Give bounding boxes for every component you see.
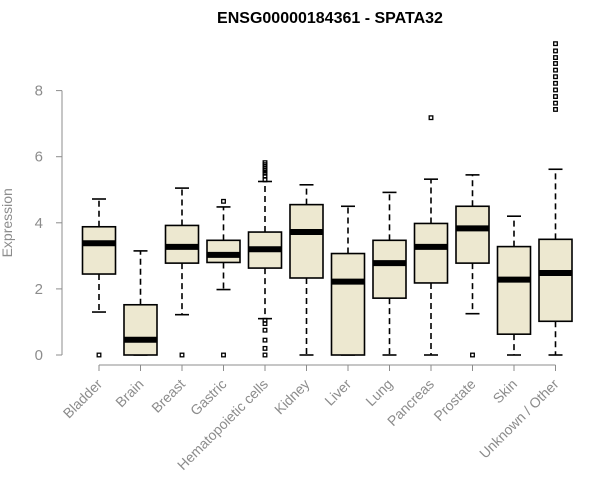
outlier-point [262,160,268,166]
y-axis-label: Expression [0,188,15,257]
y-tick-label: 4 [35,215,43,232]
box-iqr [330,252,366,356]
x-tick-label: Liver [321,376,354,409]
outlier-point [262,177,268,183]
outlier-point [553,94,558,99]
box-iqr [455,205,490,264]
box-group-skin [496,215,532,356]
outlier-point [428,115,434,121]
outlier-point [470,352,475,358]
x-tick-label: Kidney [271,376,313,418]
y-tick-label: 2 [35,281,43,298]
box-group-bladder [81,198,117,358]
x-tick-label: Skin [490,376,521,407]
outlier-point [553,67,558,73]
x-tick-label: Prostate [430,376,478,424]
outlier-point [553,61,558,66]
boxes [81,41,573,358]
box-iqr [123,303,158,356]
x-tick-label: Brain [112,376,146,410]
outlier-point [553,48,558,54]
box-iqr [538,238,573,323]
x-tick-label: Bladder [60,376,106,422]
outlier-point [262,173,268,179]
outlier-point [262,327,268,333]
box-group-unknown-other [538,41,573,356]
outlier-point [553,106,558,112]
outlier-point [262,345,268,351]
box-iqr [496,245,532,335]
outlier-point [262,337,268,343]
y-tick-label: 6 [35,149,43,166]
box-iqr [81,225,117,275]
outlier-point [553,80,558,86]
outlier-point [221,198,226,204]
box-group-brain [123,250,158,356]
x-tick-label: Unknown / Other [476,376,562,462]
y-tick-label: 8 [35,83,43,100]
box-group-pancreas [413,115,449,356]
outlier-point [262,352,268,358]
box-group-lung [372,191,407,356]
outlier-point [262,317,268,323]
x-tick-label: Lung [362,376,395,409]
y-ticks: 0 2 4 6 8 [35,83,62,364]
box-group-liver [330,205,366,356]
box-iqr [372,239,407,299]
outlier-point [221,352,226,358]
box-group-hematopoietic-cells [247,160,283,358]
outlier-point [553,100,558,106]
box-group-gastric [206,198,241,358]
outlier-point [262,170,268,176]
chart-title: ENSG00000184361 - SPATA32 [217,10,443,27]
outlier-point [553,87,558,93]
y-tick-label: 0 [35,347,43,364]
outlier-point [553,74,558,80]
outlier-point [96,352,102,358]
outlier-point [553,41,558,47]
x-tick-label: Breast [148,376,188,416]
outlier-point [179,352,185,358]
box-group-prostate [455,174,490,358]
box-iqr [206,239,241,264]
box-iqr [289,203,324,279]
box-group-breast [164,187,200,358]
box-group-kidney [289,183,324,356]
box-iqr [413,222,449,284]
outlier-point [553,55,558,60]
